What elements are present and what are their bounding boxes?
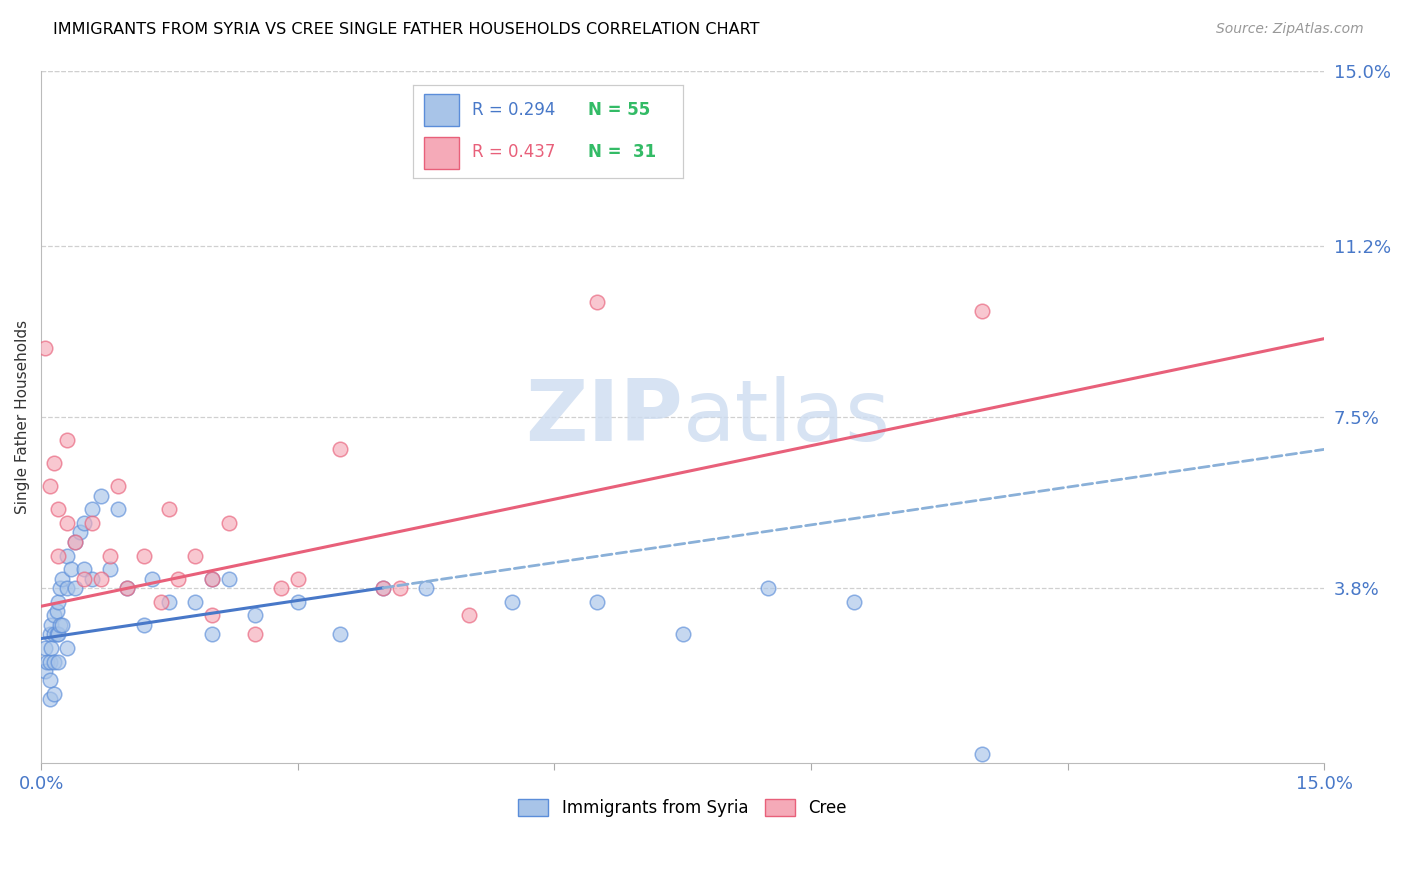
Point	[51, 572, 73, 586]
Point	[65, 534, 87, 549]
Point	[243, 627, 266, 641]
Point	[46, 627, 69, 641]
Point	[107, 502, 129, 516]
Point	[218, 572, 240, 586]
Point	[55, 640, 77, 655]
Point	[41, 640, 63, 655]
Point	[501, 594, 523, 608]
Point	[329, 442, 352, 457]
Point	[46, 549, 69, 563]
Point	[41, 617, 63, 632]
Point	[34, 341, 56, 355]
Point	[45, 604, 67, 618]
Legend: Immigrants from Syria, Cree: Immigrants from Syria, Cree	[512, 792, 853, 824]
Point	[90, 489, 112, 503]
Point	[69, 525, 91, 540]
Point	[201, 608, 224, 623]
Point	[672, 627, 695, 641]
Point	[201, 572, 224, 586]
Point	[38, 627, 60, 641]
Point	[38, 479, 60, 493]
Point	[115, 581, 138, 595]
Point	[42, 456, 65, 470]
Point	[270, 581, 292, 595]
Point	[970, 304, 993, 318]
Point	[49, 581, 72, 595]
Point	[46, 502, 69, 516]
Point	[82, 572, 104, 586]
Point	[457, 608, 479, 623]
Point	[55, 581, 77, 595]
Point	[42, 655, 65, 669]
Point	[73, 562, 96, 576]
Point	[46, 594, 69, 608]
Text: IMMIGRANTS FROM SYRIA VS CREE SINGLE FATHER HOUSEHOLDS CORRELATION CHART: IMMIGRANTS FROM SYRIA VS CREE SINGLE FAT…	[53, 22, 759, 37]
Point	[157, 594, 180, 608]
Point	[157, 502, 180, 516]
Point	[42, 627, 65, 641]
Point	[49, 617, 72, 632]
Point	[38, 655, 60, 669]
Point	[132, 549, 155, 563]
Point	[167, 572, 190, 586]
Point	[55, 516, 77, 531]
Point	[218, 516, 240, 531]
Point	[184, 549, 207, 563]
Point	[42, 687, 65, 701]
Y-axis label: Single Father Households: Single Father Households	[15, 320, 30, 514]
Point	[201, 572, 224, 586]
Point	[141, 572, 163, 586]
Point	[970, 747, 993, 761]
Point	[34, 640, 56, 655]
Point	[51, 617, 73, 632]
Point	[45, 627, 67, 641]
Point	[38, 691, 60, 706]
Point	[329, 627, 352, 641]
Point	[184, 594, 207, 608]
Point	[107, 479, 129, 493]
Point	[38, 673, 60, 687]
Point	[90, 572, 112, 586]
Point	[415, 581, 437, 595]
Point	[73, 516, 96, 531]
Text: ZIP: ZIP	[524, 376, 683, 458]
Point	[82, 516, 104, 531]
Point	[373, 581, 395, 595]
Point	[149, 594, 172, 608]
Point	[115, 581, 138, 595]
Point	[98, 549, 121, 563]
Point	[586, 594, 609, 608]
Point	[586, 294, 609, 309]
Text: Source: ZipAtlas.com: Source: ZipAtlas.com	[1216, 22, 1364, 37]
Point	[98, 562, 121, 576]
Point	[35, 655, 58, 669]
Point	[55, 549, 77, 563]
Point	[132, 617, 155, 632]
Point	[243, 608, 266, 623]
Point	[373, 581, 395, 595]
Text: atlas: atlas	[683, 376, 890, 458]
Point	[287, 594, 309, 608]
Point	[55, 433, 77, 447]
Point	[201, 627, 224, 641]
Point	[60, 562, 83, 576]
Point	[287, 572, 309, 586]
Point	[389, 581, 412, 595]
Point	[46, 655, 69, 669]
Point	[756, 581, 779, 595]
Point	[65, 581, 87, 595]
Point	[842, 594, 865, 608]
Point	[82, 502, 104, 516]
Point	[65, 534, 87, 549]
Point	[34, 664, 56, 678]
Point	[42, 608, 65, 623]
Point	[73, 572, 96, 586]
